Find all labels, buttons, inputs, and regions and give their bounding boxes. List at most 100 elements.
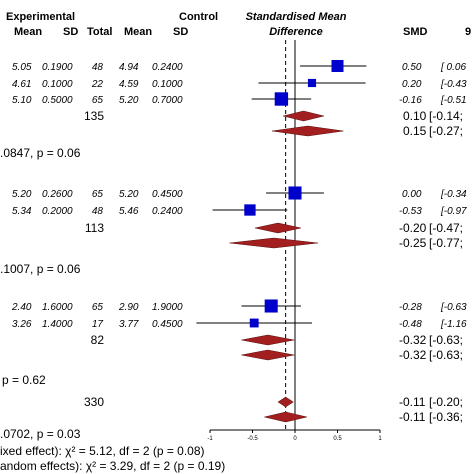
g3-random-ci: [-0.63; [429,348,463,362]
overall-fixed-ci: [-0.20; [429,395,463,409]
x-tick-label: 0 [293,436,297,442]
header-smd-title-2: Difference [269,26,323,38]
g1-s1-csd: 0.2400 [152,62,183,73]
overall-test-fixed: ixed effect): χ² = 5.12, df = 2 (p = 0.0… [0,444,205,458]
g1-total: 135 [84,109,104,123]
g3-heterogeneity: p = 0.62 [2,373,46,387]
study-square [244,204,256,216]
g1-fixed-smd: 0.10 [403,109,427,123]
overall-random-ci: [-0.36; [429,410,463,424]
g1-s2-etotal: 22 [91,79,104,90]
study-square [307,78,317,88]
g3-s1-cmean: 2.90 [118,302,139,313]
g1-s3-emean: 5.10 [12,95,32,106]
g1-s3-csd: 0.7000 [152,95,183,106]
g1-s2-emean: 4.61 [12,79,31,90]
g1-s3-etotal: 65 [92,95,104,106]
study-square [274,92,289,106]
g2-s2-emean: 5.34 [12,206,32,217]
random-effect-diamond [272,125,344,137]
g3-s2-csd: 0.4500 [152,319,183,330]
study-square [264,299,278,313]
g1-fixed-ci: [-0.14; [429,109,463,123]
g2-s2-etotal: 48 [92,206,104,217]
g3-s1-ci: [-0.63 [440,302,467,313]
g1-s1-smd: 0.50 [402,62,422,73]
x-tick-label: -0.5 [247,436,258,442]
overall-random-smd: -0.11 [399,410,426,424]
overall-fixed-smd: -0.11 [399,395,426,409]
header-smd-title-1: Standardised Mean [246,11,347,23]
g1-s1-cmean: 4.94 [119,62,139,73]
g1-s2-esd: 0.1000 [42,79,73,90]
g2-s2-ci: [-0.97 [440,206,467,217]
fixed-effect-diamond [254,222,302,234]
g2-heterogeneity: .1007, p = 0.06 [0,262,81,276]
g1-s2-cmean: 4.59 [119,79,139,90]
x-tick-label: 1 [378,436,382,442]
g1-s1-ci: [ 0.06 [440,62,466,73]
g1-s3-ci: [-0.51 [440,95,467,106]
header-ci: 9 [465,26,471,38]
g1-s1-etotal: 48 [92,62,104,73]
g3-s1-esd: 1.6000 [42,302,73,313]
g3-s2-etotal: 17 [92,319,104,330]
forest-plot-area: -1 -0.5 0 0.5 1 [196,40,382,442]
x-tick-label: 0.5 [333,436,342,442]
g1-s3-esd: 0.5000 [42,95,73,106]
g3-total: 82 [91,333,105,347]
g3-s2-ci: [-1.16 [440,319,467,330]
g2-s1-smd: 0.00 [402,189,422,200]
g2-s2-csd: 0.2400 [152,206,183,217]
g2-random-ci: [-0.77; [429,236,463,250]
overall-total: 330 [84,395,104,409]
g2-s1-esd: 0.2600 [42,189,73,200]
g3-s2-emean: 3.26 [12,319,32,330]
fixed-effect-diamond [277,396,294,408]
header-smd: SMD [403,26,428,38]
study-square [331,60,344,72]
g1-s3-cmean: 5.20 [119,95,139,106]
g3-fixed-smd: -0.32 [399,333,427,347]
header-control: Control [179,11,218,23]
header-sd-control: SD [173,26,188,38]
g2-s1-etotal: 65 [92,189,104,200]
g2-random-smd: -0.25 [399,236,427,250]
g3-fixed-ci: [-0.63; [429,333,463,347]
g2-fixed-ci: [-0.47; [429,221,463,235]
g2-s1-csd: 0.4500 [152,189,183,200]
x-tick-label: -1 [207,436,213,442]
study-square [288,186,302,200]
header-total: Total [87,26,112,38]
g1-s3-smd: -0.16 [399,95,422,106]
g3-s1-csd: 1.9000 [152,302,183,313]
g2-fixed-smd: -0.20 [399,221,427,235]
study-square [249,318,259,328]
header-mean-control: Mean [124,26,152,38]
g2-s1-ci: [-0.34 [440,189,467,200]
g3-s2-esd: 1.4000 [42,319,73,330]
g2-s2-smd: -0.53 [399,206,422,217]
fixed-effect-diamond [241,334,295,346]
g3-random-smd: -0.32 [399,348,427,362]
g3-s2-cmean: 3.77 [119,319,139,330]
g1-s2-ci: [-0.43 [440,79,467,90]
g3-s1-smd: -0.28 [399,302,422,313]
g2-s2-cmean: 5.46 [119,206,139,217]
g1-s2-smd: 0.20 [402,79,422,90]
overall-test-random: andom effects): χ² = 3.29, df = 2 (p = 0… [0,459,225,473]
g1-random-smd: 0.15 [403,124,427,138]
g3-s1-etotal: 65 [92,302,104,313]
fixed-effect-diamond [283,110,324,122]
g2-s1-cmean: 5.20 [119,189,139,200]
header-experimental: Experimental [6,11,75,23]
g2-s2-esd: 0.2000 [42,206,73,217]
g1-random-ci: [-0.27; [429,124,463,138]
random-effect-diamond [264,411,307,423]
header-mean: Mean [14,26,42,38]
random-effect-diamond [241,349,295,361]
g3-s1-emean: 2.40 [11,302,32,313]
g1-s1-emean: 5.05 [12,62,32,73]
g1-heterogeneity: .0847, p = 0.06 [0,146,81,160]
